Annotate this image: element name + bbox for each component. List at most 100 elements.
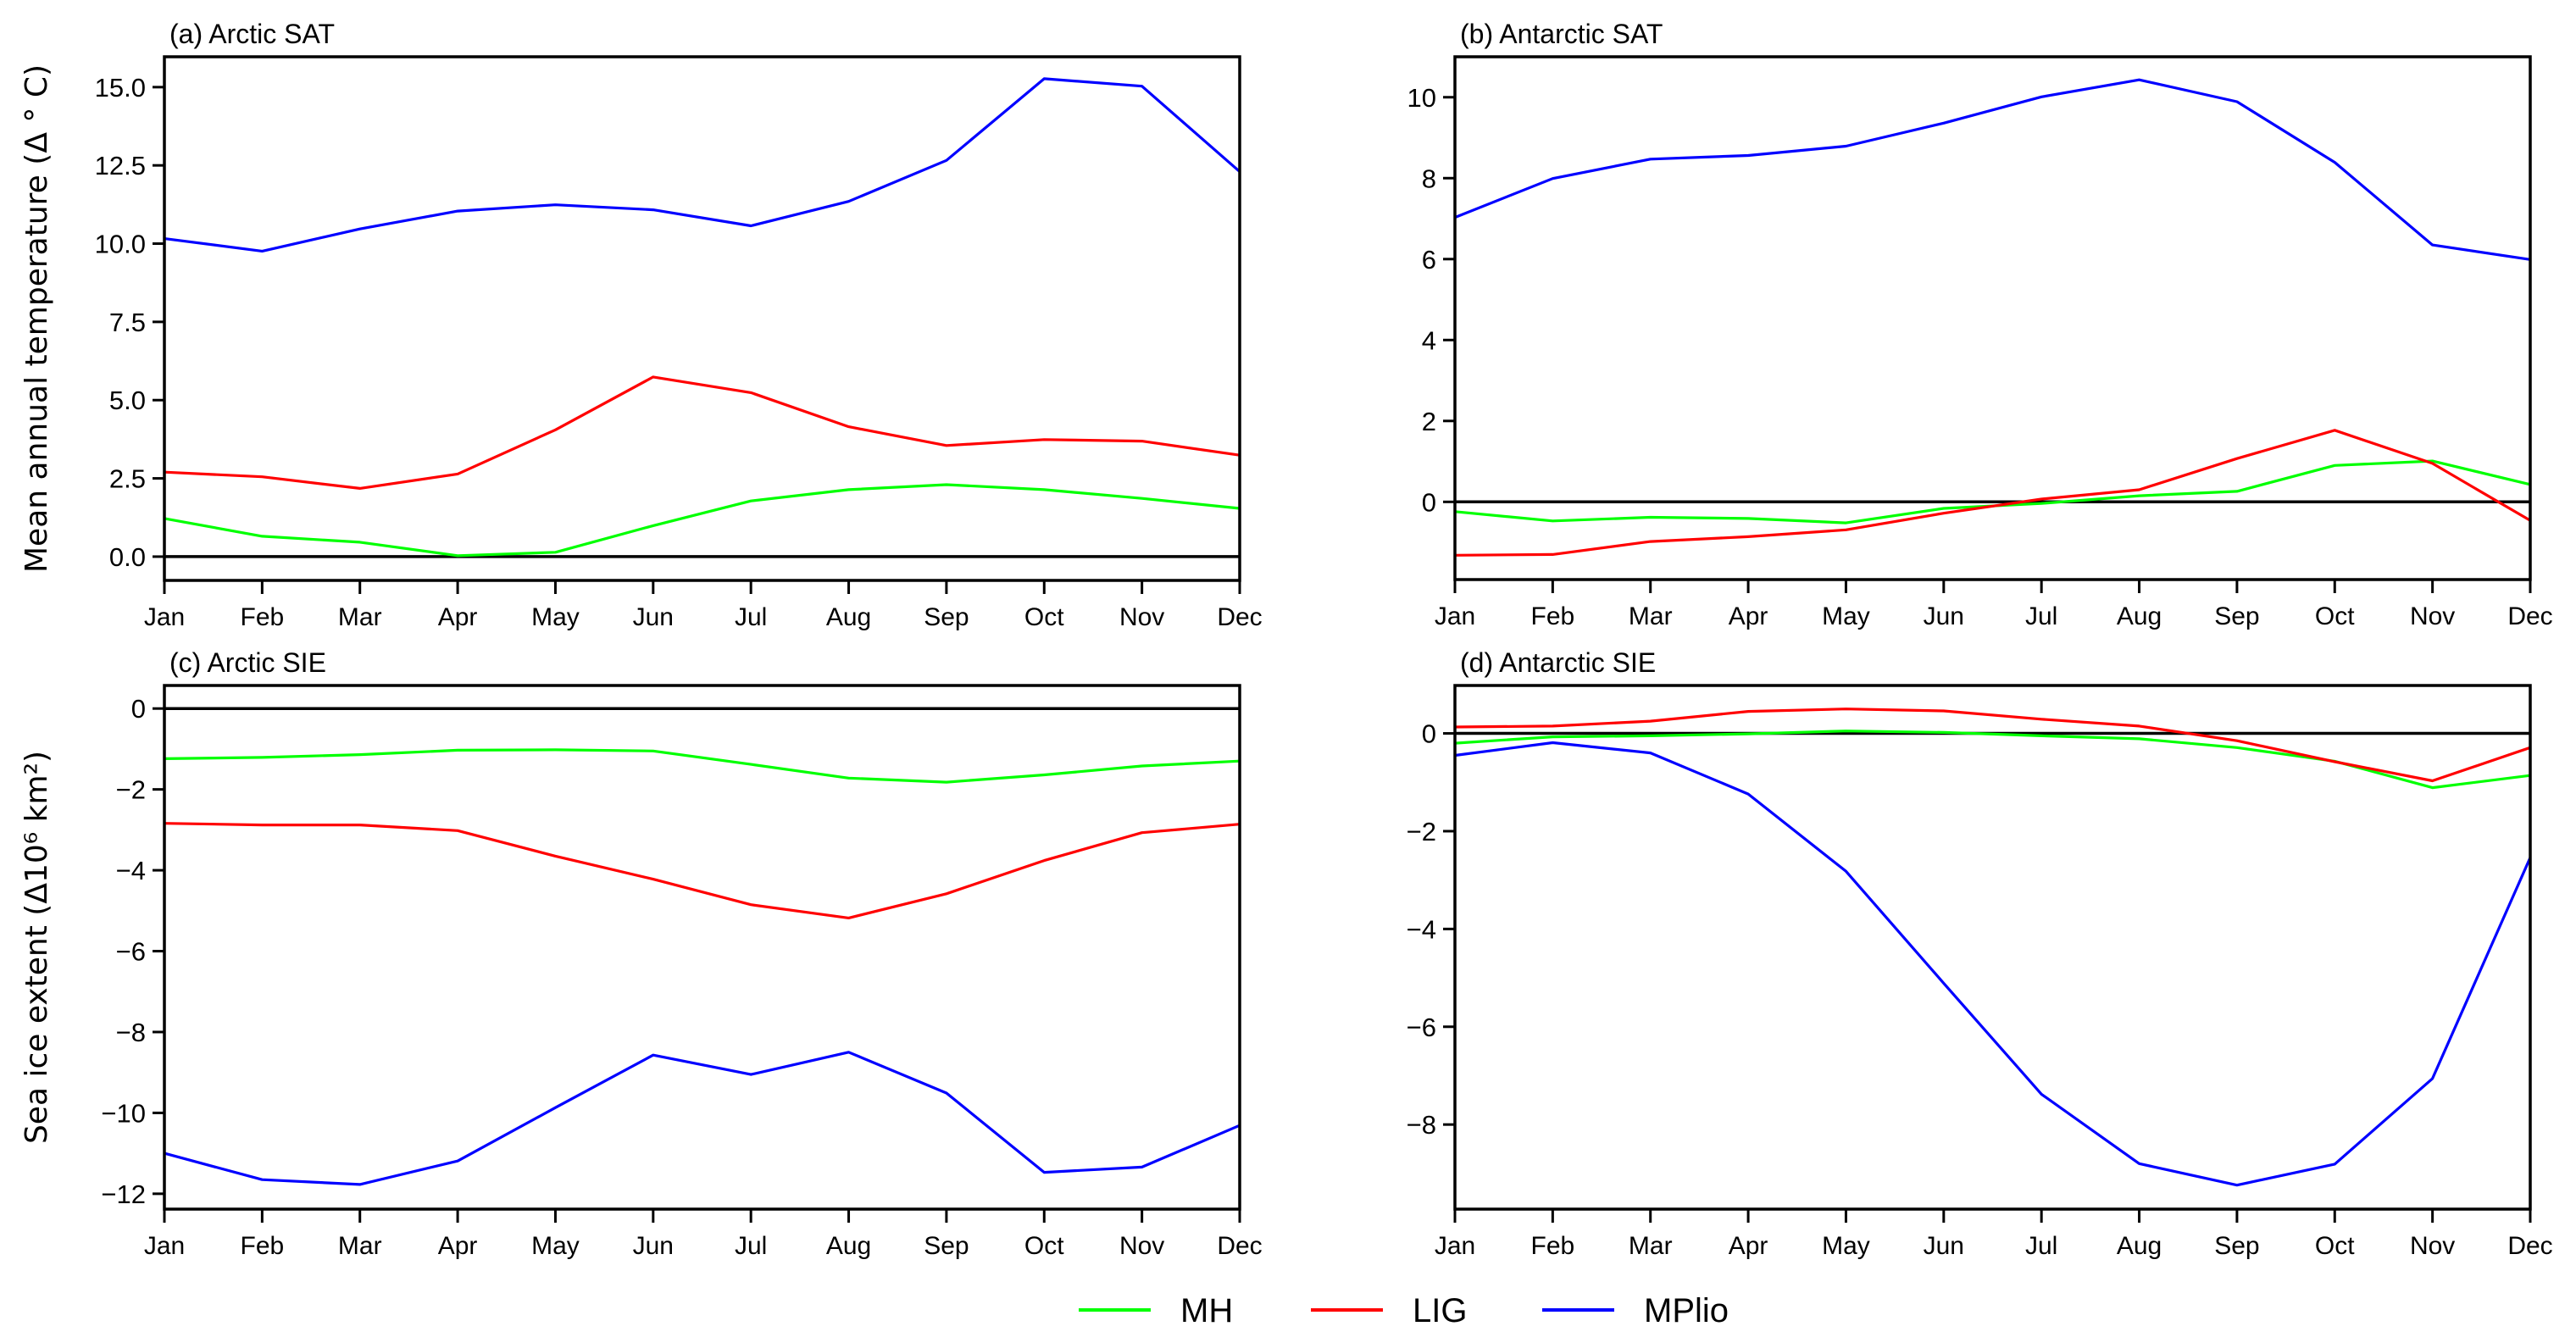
plot-frame: [163, 55, 1241, 582]
x-tick-label-may: May: [1822, 1232, 1870, 1260]
x-tick-label-jan: Jan: [1435, 602, 1475, 630]
x-tick-label-sep: Sep: [2214, 1232, 2259, 1260]
panel-title-arctic-sat: (a) Arctic SAT: [169, 19, 335, 49]
y-tick-label: 2: [1422, 407, 1436, 436]
y-tick-label: −6: [1407, 1013, 1436, 1042]
x-tick-label-apr: Apr: [438, 1232, 478, 1260]
x-tick-label-nov: Nov: [2410, 602, 2455, 630]
series-line-lig: [164, 375, 1241, 491]
x-tick-label-oct: Oct: [2315, 1232, 2355, 1260]
series-line-mplio: [1454, 78, 2531, 261]
panel-title-antarctic-sie: (d) Antarctic SIE: [1460, 647, 1656, 678]
series-line-mh: [164, 748, 1241, 784]
panel-arctic-sat: (a) Arctic SAT 0.0 2.5 5.0 7.5 10.0 12.5 15.0 Ja…: [95, 19, 1263, 631]
x-tick-label-jun: Jun: [1924, 1232, 1964, 1260]
y-tick-label: 7.5: [109, 308, 146, 337]
y-tick-label: 0: [1422, 487, 1436, 517]
series-line-mplio: [164, 1051, 1241, 1186]
x-tick-label-sep: Sep: [924, 603, 969, 631]
y-tick-label: −10: [101, 1098, 146, 1128]
series-line-lig: [1454, 708, 2531, 783]
x-tick-label-dec: Dec: [2507, 1232, 2552, 1260]
y-tick-label: 2.5: [109, 464, 146, 494]
legend-label-mh: MH: [1180, 1292, 1233, 1329]
y-tick-label: −4: [1407, 914, 1436, 944]
y-tick-label: −8: [116, 1018, 146, 1047]
x-tick-label-aug: Aug: [826, 1232, 871, 1260]
x-tick-label-apr: Apr: [1729, 1232, 1768, 1260]
series-line-lig: [1454, 429, 2531, 557]
x-tick-label-feb: Feb: [1531, 602, 1575, 630]
x-tick-label-oct: Oct: [2315, 602, 2355, 630]
y-tick-label: 5.0: [109, 386, 146, 415]
x-tick-label-dec: Dec: [1217, 603, 1262, 631]
x-tick-label-jul: Jul: [735, 1232, 767, 1260]
x-tick-label-mar: Mar: [338, 1232, 382, 1260]
x-tick-label-jun: Jun: [633, 1232, 674, 1260]
y-tick-label: −2: [1407, 817, 1436, 846]
legend-item-lig: LIG: [1311, 1292, 1467, 1329]
y-tick-label: 6: [1422, 245, 1436, 275]
x-tick-label-feb: Feb: [241, 603, 285, 631]
x-tick-label-dec: Dec: [1217, 1232, 1262, 1260]
x-tick-label-mar: Mar: [1629, 602, 1673, 630]
plot-frame: [1453, 684, 2532, 1211]
y-axis-label-sea-ice-extent: Sea ice extent (Δ10⁶ km²): [19, 751, 54, 1144]
legend-label-lig: LIG: [1413, 1292, 1467, 1329]
y-tick-label: 15.0: [95, 73, 146, 103]
y-tick-label: −6: [116, 937, 146, 967]
legend: MH LIG MPlio: [1079, 1292, 1729, 1329]
y-tick-label: 10: [1407, 83, 1436, 113]
x-tick-label-may: May: [1822, 602, 1870, 630]
y-tick-label: 4: [1422, 325, 1436, 355]
x-tick-label-jul: Jul: [2025, 602, 2057, 630]
x-tick-label-jan: Jan: [1435, 1232, 1475, 1260]
plot-frame: [163, 684, 1241, 1211]
plot-frame: [1453, 55, 2532, 581]
y-tick-label: 12.5: [95, 151, 146, 180]
series-line-mh: [164, 483, 1241, 558]
x-tick-label-nov: Nov: [1119, 1232, 1164, 1260]
x-tick-label-feb: Feb: [241, 1232, 285, 1260]
x-tick-label-jan: Jan: [144, 603, 185, 631]
series-line-mplio: [1454, 741, 2532, 1187]
x-tick-label-apr: Apr: [438, 603, 478, 631]
panel-title-arctic-sie: (c) Arctic SIE: [169, 647, 326, 678]
legend-label-mplio: MPlio: [1644, 1292, 1729, 1329]
y-tick-label: −4: [116, 856, 146, 885]
x-tick-label-sep: Sep: [2214, 602, 2259, 630]
x-tick-label-sep: Sep: [924, 1232, 969, 1260]
x-tick-label-aug: Aug: [2117, 1232, 2162, 1260]
panel-title-antarctic-sat: (b) Antarctic SAT: [1460, 19, 1663, 49]
x-tick-label-oct: Oct: [1024, 603, 1064, 631]
x-tick-label-jul: Jul: [735, 603, 767, 631]
x-tick-label-aug: Aug: [2117, 602, 2162, 630]
legend-item-mplio: MPlio: [1542, 1292, 1729, 1329]
y-axis-label-temperature: Mean annual temperature (Δ ° C): [19, 64, 54, 573]
y-tick-label: −12: [101, 1179, 146, 1209]
y-tick-label: 8: [1422, 164, 1436, 193]
x-tick-label-jul: Jul: [2025, 1232, 2057, 1260]
series-line-mplio: [164, 77, 1241, 253]
x-tick-label-may: May: [531, 603, 580, 631]
panel-antarctic-sie: (d) Antarctic SIE 0 −2 −4 −6 −8 Jan Feb Mar Apr Ma…: [1407, 647, 2553, 1260]
x-tick-label-jun: Jun: [633, 603, 674, 631]
x-tick-label-dec: Dec: [2507, 602, 2552, 630]
x-tick-label-mar: Mar: [1629, 1232, 1673, 1260]
x-tick-label-jun: Jun: [1924, 602, 1964, 630]
x-tick-label-feb: Feb: [1531, 1232, 1575, 1260]
panel-antarctic-sat: (b) Antarctic SAT 0 2 4 6 8 10 Jan Feb Mar Apr May J…: [1407, 19, 2553, 630]
x-tick-label-nov: Nov: [2410, 1232, 2455, 1260]
panel-arctic-sie: (c) Arctic SIE 0 −2 −4 −6 −8 −10 −12 Jan Feb Mar Ap…: [101, 647, 1262, 1260]
y-tick-label: −8: [1407, 1110, 1436, 1140]
y-tick-label: 0.0: [109, 542, 146, 572]
series-line-lig: [164, 822, 1241, 920]
legend-item-mh: MH: [1079, 1292, 1233, 1329]
y-tick-label: 0: [1422, 719, 1436, 749]
x-tick-label-mar: Mar: [338, 603, 382, 631]
x-tick-label-oct: Oct: [1024, 1232, 1064, 1260]
x-tick-label-may: May: [531, 1232, 580, 1260]
x-tick-label-apr: Apr: [1729, 602, 1768, 630]
